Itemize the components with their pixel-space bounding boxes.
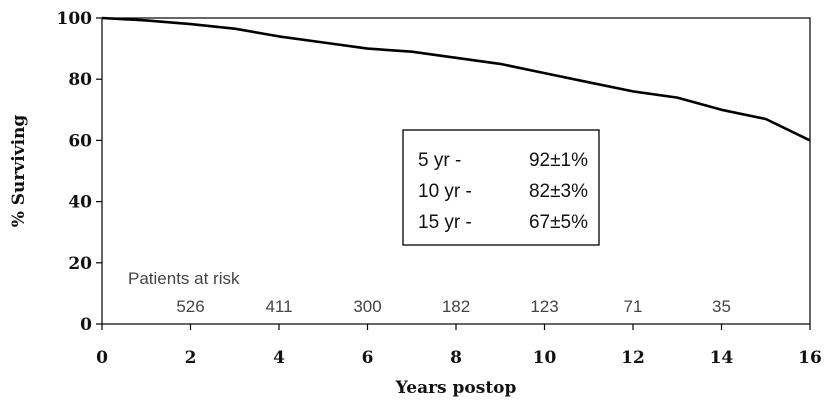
annotation-label: 15 yr -: [418, 212, 472, 233]
survival-curve: [101, 16, 811, 142]
y-tick-label: 0: [80, 315, 92, 335]
risk-count: 526: [176, 297, 204, 316]
y-tick-label: 40: [68, 193, 92, 213]
y-axis-title: % Surviving: [9, 115, 29, 228]
y-tick-label: 80: [68, 70, 92, 90]
x-axis-title: Years postop: [395, 378, 517, 398]
annotation-value: 92±1%: [529, 150, 588, 171]
x-tick-label: 2: [185, 348, 197, 368]
annotation-label: 10 yr -: [418, 181, 472, 202]
x-axis: 0 2 4 6 8 10 12 14 16: [96, 324, 822, 368]
annotation-value: 67±5%: [529, 212, 588, 233]
risk-count: 35: [712, 297, 731, 316]
x-tick-label: 12: [621, 348, 645, 368]
y-tick-label: 60: [68, 131, 92, 151]
y-axis: 0 20 40 60 80 100: [57, 9, 102, 335]
risk-count: 71: [624, 297, 643, 316]
x-tick-label: 16: [798, 348, 822, 368]
x-tick-label: 8: [450, 348, 462, 368]
risk-table-title: Patients at risk: [128, 269, 240, 288]
risk-table-counts: 526 411 300 182 123 71 35: [176, 297, 731, 316]
annotation-box: 5 yr - 92±1% 10 yr - 82±3% 15 yr - 67±5%: [402, 129, 600, 246]
risk-count: 182: [442, 297, 470, 316]
x-tick-label: 14: [710, 348, 734, 368]
x-tick-label: 4: [273, 348, 285, 368]
risk-count: 411: [265, 297, 292, 316]
y-tick-label: 20: [68, 254, 92, 274]
annotation-value: 82±3%: [529, 181, 588, 202]
y-tick-label: 100: [57, 9, 93, 29]
risk-count: 123: [530, 297, 558, 316]
risk-count: 300: [353, 297, 381, 316]
annotation-label: 5 yr -: [418, 150, 461, 171]
annotation-box-frame: [402, 129, 600, 246]
x-tick-label: 0: [96, 348, 108, 368]
x-tick-label: 6: [362, 348, 374, 368]
x-tick-label: 10: [533, 348, 557, 368]
